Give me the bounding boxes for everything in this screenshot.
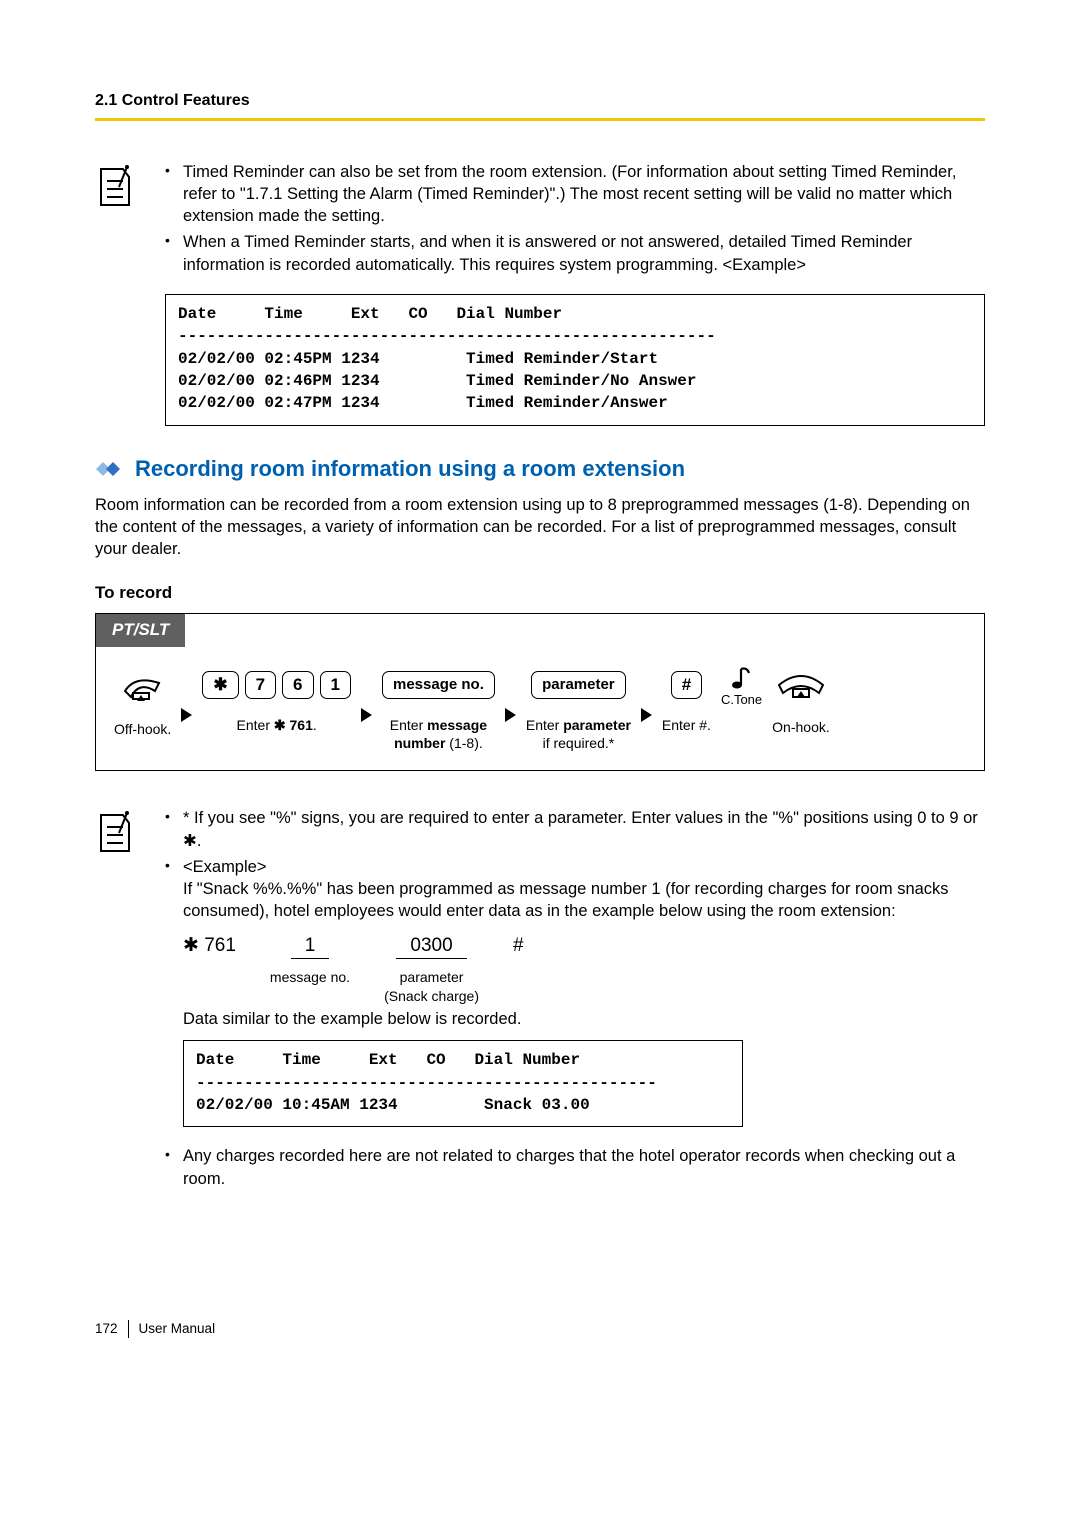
arrow-icon <box>361 708 372 722</box>
step-hash: # Enter #. <box>662 671 711 735</box>
footer-title: User Manual <box>139 1320 216 1338</box>
ex-param: 0300 <box>396 933 466 960</box>
ctone-caption: C.Tone <box>721 691 762 709</box>
example-entry-line: ✱ 761 1 message no. 0300 parameter(Snack… <box>183 933 985 1006</box>
intro-paragraph: Room information can be recorded from a … <box>95 494 985 561</box>
step-761: ✱ 7 6 1 Enter ✱ 761. <box>202 671 351 735</box>
enter761-caption: Enter ✱ 761. <box>237 717 317 735</box>
key-parameter: parameter <box>531 671 626 699</box>
note2-bullet-2: • <Example> If "Snack %%.%%" has been pr… <box>165 856 985 1142</box>
note1-text-1: Timed Reminder can also be set from the … <box>183 161 985 228</box>
step-parameter: parameter Enter parameterif required.* <box>526 671 631 752</box>
onhook-caption: On-hook. <box>772 719 830 737</box>
note-icon <box>95 163 135 211</box>
code-box-snack-log: Date Time Ext CO Dial Number -----------… <box>183 1040 743 1127</box>
note1-bullet-1: • Timed Reminder can also be set from th… <box>165 161 985 228</box>
key-1: 1 <box>320 671 351 699</box>
note-block-reminder: • Timed Reminder can also be set from th… <box>95 161 985 276</box>
bullet-dot: • <box>165 807 183 852</box>
note2-bullet-3: • Any charges recorded here are not rela… <box>165 1145 985 1190</box>
ex-msg-no: 1 <box>291 933 330 960</box>
onhook-icon <box>775 671 827 701</box>
code-box-reminder-log: Date Time Ext CO Dial Number -----------… <box>165 294 985 426</box>
ex-msg-cap: message no. <box>270 968 350 987</box>
example-text: If "Snack %%.%%" has been programmed as … <box>183 878 985 923</box>
note2-bullet-1: • * If you see "%" signs, you are requir… <box>165 807 985 852</box>
bullet-dot: • <box>165 161 183 228</box>
bullet-dot: • <box>165 231 183 276</box>
offhook-icon <box>119 671 167 703</box>
key-message-no: message no. <box>382 671 495 699</box>
heading-text: Recording room information using a room … <box>135 454 685 484</box>
note2-text-1: * If you see "%" signs, you are required… <box>183 807 985 852</box>
bullet-dot: • <box>165 856 183 1142</box>
arrow-icon <box>641 708 652 722</box>
after-example-text: Data similar to the example below is rec… <box>183 1008 985 1030</box>
header-rule <box>95 118 985 121</box>
ex-param-cap: parameter(Snack charge) <box>384 968 479 1006</box>
section-header: 2.1 Control Features <box>95 90 985 112</box>
procedure-tab: PT/SLT <box>96 614 185 647</box>
example-label: <Example> <box>183 856 985 878</box>
note-icon <box>95 809 135 857</box>
step-message-no: message no. Enter messagenumber (1-8). <box>382 671 495 752</box>
key-star: ✱ <box>202 671 238 699</box>
heading-recording-room: Recording room information using a room … <box>95 454 985 484</box>
arrow-icon <box>505 708 516 722</box>
hash-caption: Enter #. <box>662 717 711 735</box>
diamond-icon <box>95 461 125 477</box>
arrow-icon <box>181 708 192 722</box>
to-record-heading: To record <box>95 582 985 605</box>
tone-icon <box>729 665 755 691</box>
page-footer: 172 User Manual <box>95 1320 985 1338</box>
note1-text-2: When a Timed Reminder starts, and when i… <box>183 231 985 276</box>
key-7: 7 <box>245 671 276 699</box>
ex-prefix: ✱ 761 <box>183 933 236 959</box>
procedure-box: PT/SLT Off-hook. ✱ 7 6 1 Enter ✱ 761. me… <box>95 613 985 771</box>
step-onhook: On-hook. <box>772 671 830 737</box>
note2-text-3: Any charges recorded here are not relate… <box>183 1145 985 1190</box>
key-hash: # <box>671 671 702 699</box>
page-number: 172 <box>95 1320 129 1338</box>
ex-hash: # <box>513 933 524 959</box>
note1-bullet-2: • When a Timed Reminder starts, and when… <box>165 231 985 276</box>
key-6: 6 <box>282 671 313 699</box>
bullet-dot: • <box>165 1145 183 1190</box>
param-caption: Enter parameterif required.* <box>526 717 631 752</box>
offhook-caption: Off-hook. <box>114 721 171 739</box>
step-ctone: C.Tone <box>721 665 762 729</box>
step-offhook: Off-hook. <box>114 671 171 739</box>
msg-caption: Enter messagenumber (1-8). <box>390 717 487 752</box>
note-block-params: • * If you see "%" signs, you are requir… <box>95 807 985 1190</box>
